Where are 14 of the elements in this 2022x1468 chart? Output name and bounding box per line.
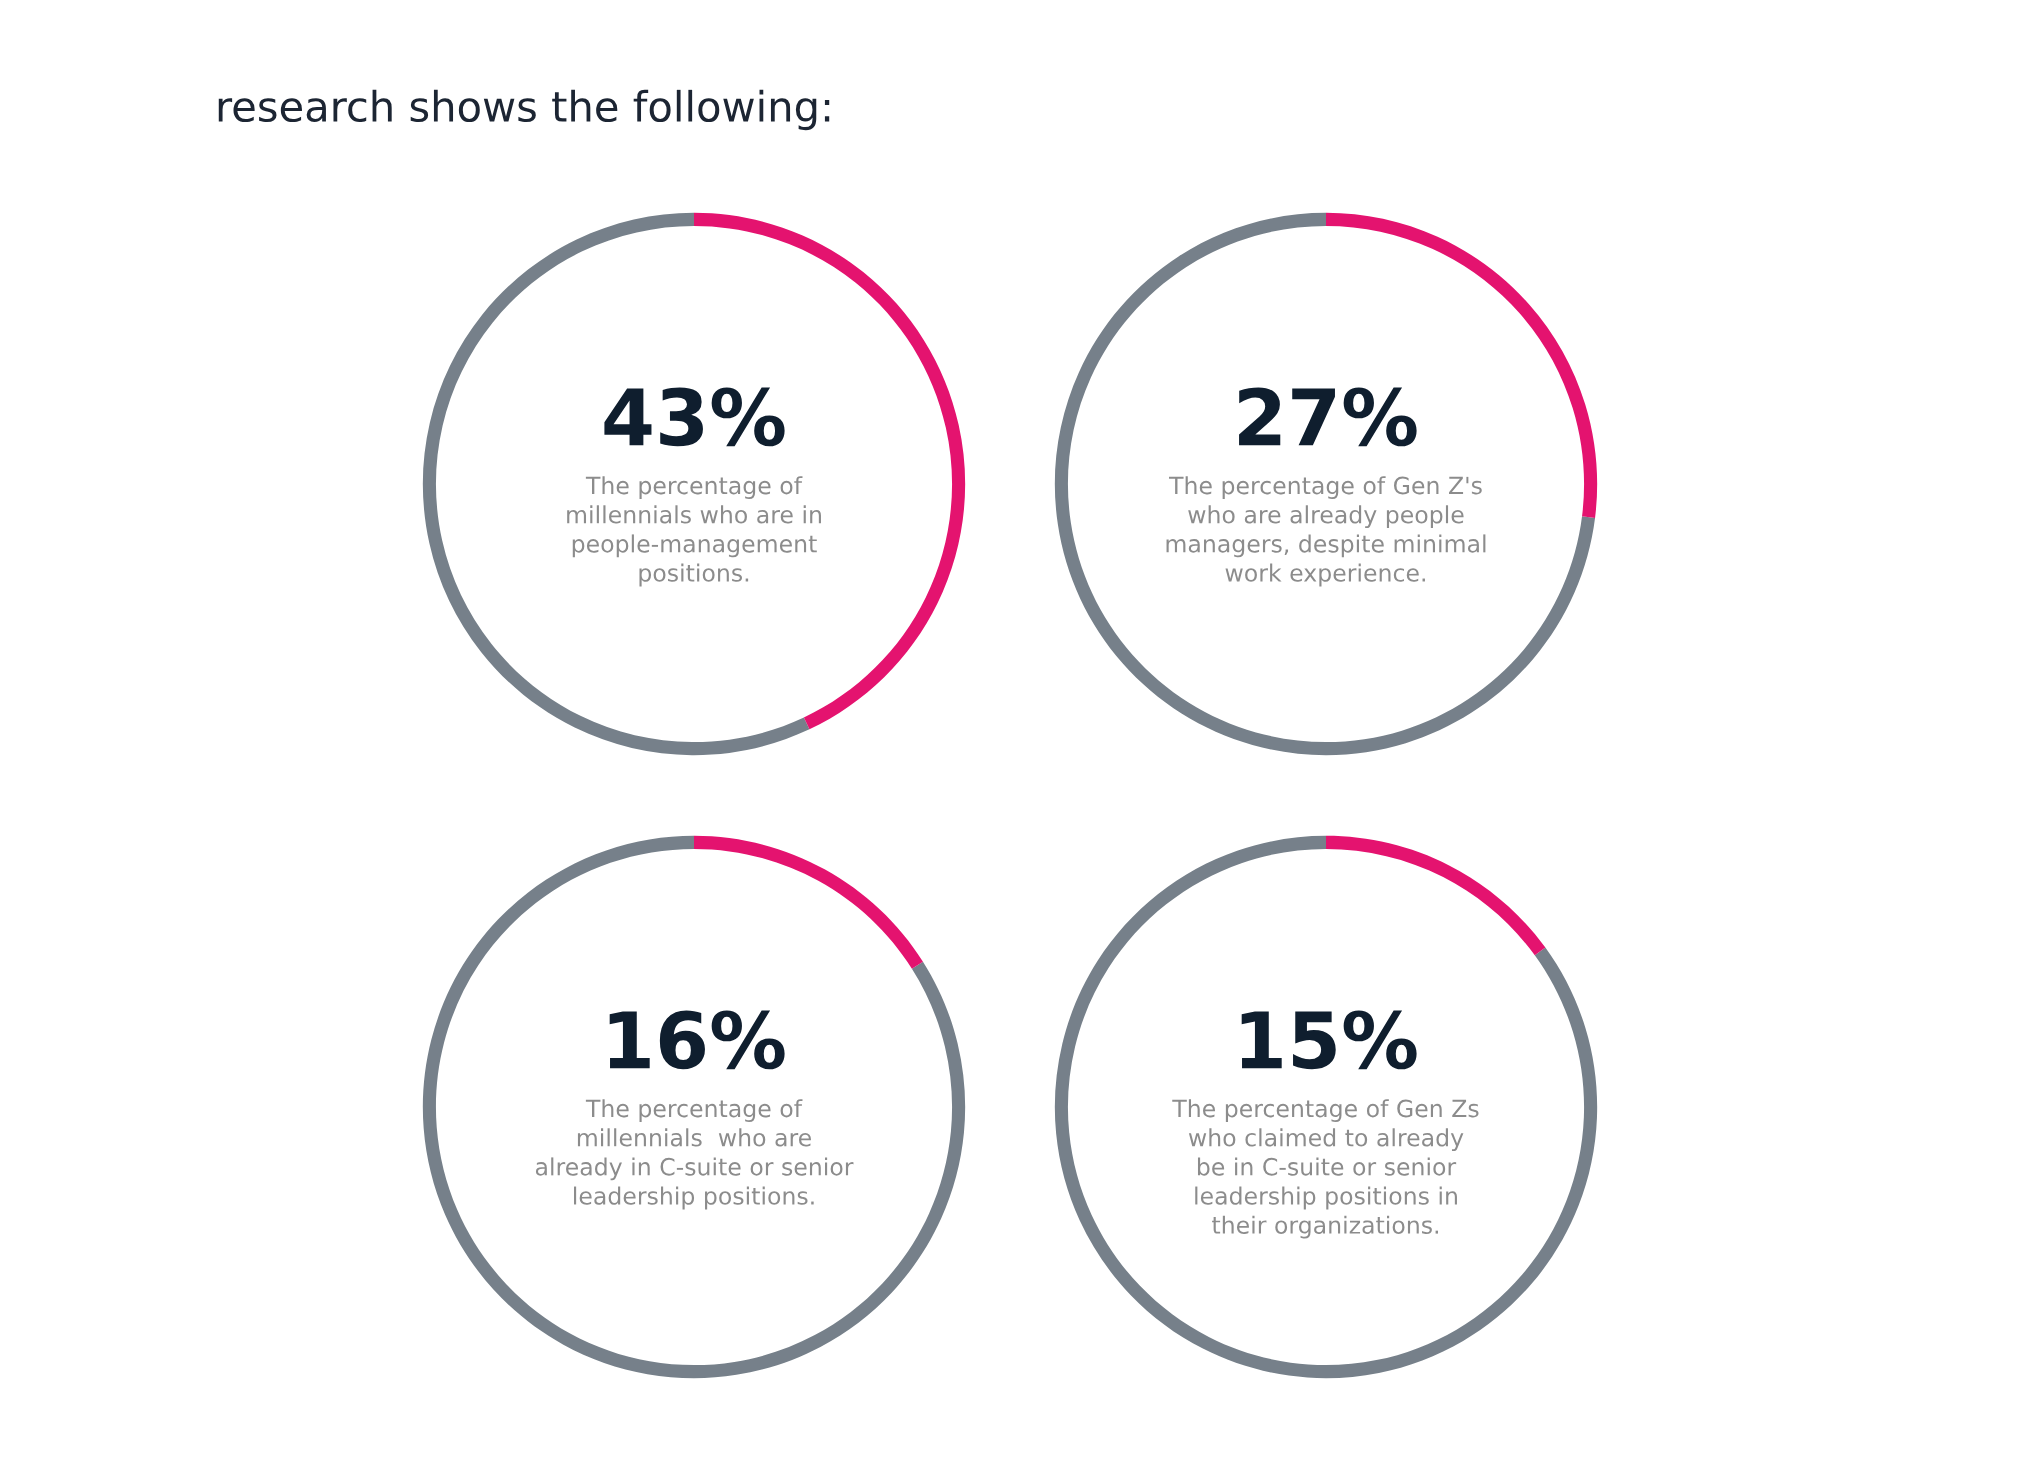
donut-slice: [1326, 835, 1546, 956]
text: The percentage of millennials who are in people-management positions.: [567, 476, 821, 587]
text: The percentage of millennials who are already in C-suite or senior leadership positions.: [535, 1099, 854, 1210]
donut-slice: [1054, 212, 1596, 756]
donut-slice: [694, 835, 923, 969]
data-label: 27%: [1239, 387, 1417, 447]
chart-title: research shows the following:: [218, 89, 830, 131]
data-label: 15%: [1241, 1010, 1417, 1070]
donut-slice: [1054, 835, 1598, 1379]
data-label: 43%: [604, 387, 785, 447]
text: The percentage of Gen Zs who claimed to already be in C-suite or senior leadership positions in their organizations.: [1172, 1099, 1479, 1239]
data-label: 16%: [609, 1010, 785, 1070]
text: The percentage of Gen Z's who are already people managers, despite minimal work experience.: [1166, 476, 1486, 587]
donut-slice: [422, 835, 966, 1379]
